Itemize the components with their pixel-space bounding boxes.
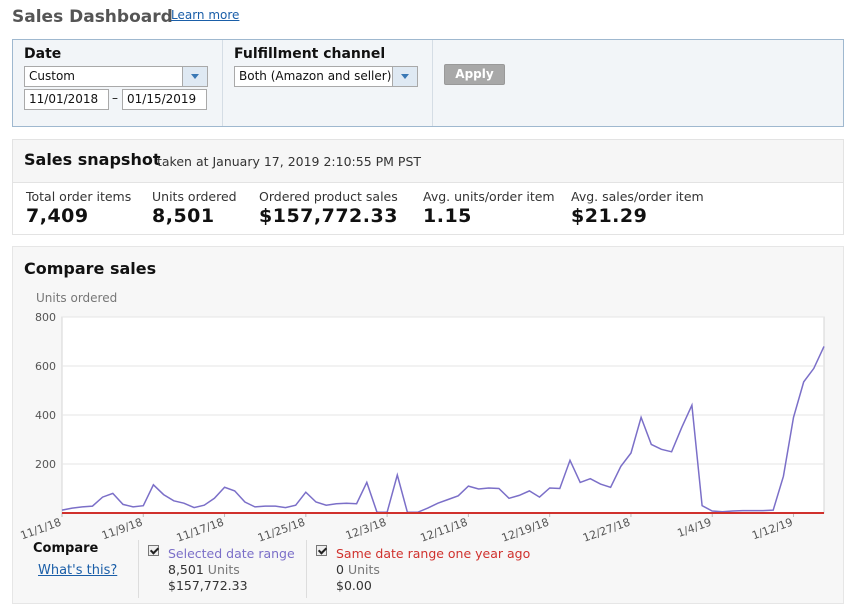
x-tick-label: 12/27/18 [581,516,632,545]
checkbox[interactable] [316,545,327,556]
y-tick-label: 200 [35,458,56,471]
units-value: 0 [336,562,344,577]
date-to[interactable]: 01/15/2019 [122,89,207,110]
apply-button[interactable]: Apply [444,64,505,85]
channel-label: Fulfillment channel [234,46,386,62]
compare-title: Compare sales [24,259,157,278]
line-series [61,346,825,514]
sales-value: $157,772.33 [168,578,248,593]
x-tick-label: 12/19/18 [500,516,551,545]
y-tick-label: 600 [35,360,56,373]
divider [138,540,139,598]
metric-value: $21.29 [571,205,648,227]
dropdown-arrow [392,67,417,86]
y-axis-title: Units ordered [36,291,117,305]
metric-label: Avg. units/order item [423,189,555,204]
units-value: 8,501 [168,562,204,577]
y-tick-label: 400 [35,409,56,422]
x-tick-label: 1/4/19 [676,516,714,540]
compare-label: Compare [33,541,99,556]
snapshot-header [13,140,843,183]
page-title: Sales Dashboard [12,7,173,27]
x-tick-label: 1/12/19 [750,516,794,543]
x-tick-label: 12/3/18 [344,516,388,543]
y-tick-label: 800 [35,311,56,324]
metric-value: $157,772.33 [259,205,398,227]
legend-entry: Selected date range [168,546,295,561]
snapshot-time: taken at January 17, 2019 2:10:55 PM PST [157,154,422,169]
dropdown-arrow [182,67,207,86]
whats-this-link[interactable]: What's this? [38,563,118,578]
divider [222,40,223,126]
legend-entry: Same date range one year ago [336,546,531,561]
date-select-text: Custom [29,69,75,83]
chart: Units ordered 200 400 600 800 11/1/18 11/9/18… [19,291,825,545]
channel-select[interactable]: Both (Amazon and seller) [234,66,418,87]
snapshot-title: Sales snapshot [24,150,161,169]
x-tick-label: 12/11/18 [419,516,470,545]
metric-label: Total order items [26,189,132,204]
divider [432,40,433,126]
divider [306,540,307,598]
snapshot-panel [12,139,844,235]
units-unit: Units [347,562,380,577]
date-from[interactable]: 11/01/2018 [24,89,109,110]
metric-label: Avg. sales/order item [571,189,704,204]
metric-label: Ordered product sales [259,189,398,204]
metric-value: 8,501 [152,205,215,227]
date-select[interactable]: Custom [24,66,208,87]
date-label: Date [24,46,62,62]
units-unit: Units [207,562,240,577]
x-tick-label: 11/25/18 [256,516,307,545]
x-tick-label: 11/17/18 [175,516,226,545]
sales-value: $0.00 [336,578,372,593]
metric-value: 1.15 [423,205,472,227]
channel-select-text: Both (Amazon and seller) [239,69,392,83]
learn-more-link[interactable]: Learn more [171,8,240,22]
metric-value: 7,409 [26,205,89,227]
x-tick-label: 11/1/18 [19,516,63,543]
date-separator: – [112,91,118,105]
checkbox[interactable] [148,545,159,556]
metric-label: Units ordered [152,189,237,204]
x-tick-label: 11/9/18 [100,516,144,543]
